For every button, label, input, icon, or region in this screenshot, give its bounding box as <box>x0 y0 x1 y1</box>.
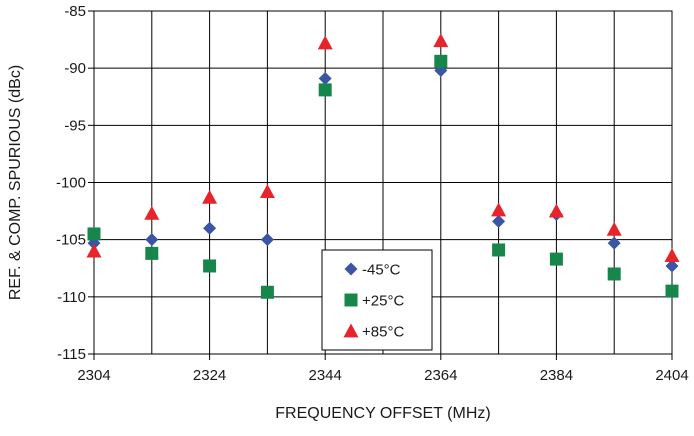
square-data-point <box>318 83 332 97</box>
triangle-data-point <box>259 184 275 199</box>
legend-diamond-icon <box>344 262 358 276</box>
x-axis-title: FREQUENCY OFFSET (MHz) <box>275 405 490 422</box>
y-tick-label: -115 <box>57 346 86 363</box>
triangle-data-point <box>548 203 564 218</box>
triangle-data-point <box>433 33 449 48</box>
legend: -45°C +25°C +85°C <box>321 249 433 351</box>
diamond-data-point <box>434 63 448 77</box>
x-tick-label: 2404 <box>655 367 688 384</box>
y-tick-label: -110 <box>57 289 86 306</box>
y-tick-label: -95 <box>64 117 86 134</box>
x-tick-labels: 2304 2324 2344 2364 2384 2404 <box>77 367 688 384</box>
y-tick-label: -85 <box>64 3 86 20</box>
x-tick-label: 2344 <box>309 367 342 384</box>
y-tick-label: -100 <box>56 175 86 192</box>
plot-area-frame <box>93 10 673 355</box>
diamond-data-point <box>318 71 332 85</box>
square-data-point <box>665 284 679 298</box>
diamond-data-point <box>665 259 679 273</box>
square-data-point <box>607 267 621 281</box>
square-data-point <box>260 285 274 299</box>
diamond-data-point <box>607 236 621 250</box>
triangle-data-point <box>491 202 507 217</box>
legend-triangle-icon <box>343 323 359 338</box>
y-tick-labels: -115 -110 -105 -100 -95 -90 -85 <box>56 3 86 363</box>
square-data-point <box>492 243 506 257</box>
diamond-data-point <box>145 233 159 247</box>
triangle-data-point <box>144 205 160 220</box>
legend-box <box>321 249 433 351</box>
square-data-point <box>87 227 101 241</box>
triangle-data-point <box>664 248 680 263</box>
x-tick-label: 2384 <box>540 367 573 384</box>
x-tick-label: 2304 <box>77 367 110 384</box>
triangle-data-point <box>86 243 102 258</box>
square-data-point <box>434 54 448 68</box>
y-tick-label: -105 <box>56 232 86 249</box>
y-tick-label: -90 <box>64 60 86 77</box>
legend-label: -45°C <box>362 262 401 279</box>
triangle-data-point <box>202 189 218 204</box>
triangle-data-point <box>606 221 622 236</box>
x-tick-label: 2324 <box>193 367 226 384</box>
data-points <box>86 33 680 299</box>
x-tick-label: 2364 <box>424 367 457 384</box>
diamond-data-point <box>492 214 506 228</box>
triangle-data-point <box>317 35 333 50</box>
legend-square-icon <box>344 293 358 307</box>
diamond-data-point <box>260 233 274 247</box>
y-axis-title: REF. & COMP. SPURIOUS (dBc) <box>7 65 24 300</box>
legend-label: +25°C <box>362 293 404 310</box>
square-data-point <box>549 252 563 266</box>
square-data-point <box>203 259 217 273</box>
diamond-data-point <box>203 221 217 235</box>
square-data-point <box>145 246 159 260</box>
legend-label: +85°C <box>362 324 404 341</box>
